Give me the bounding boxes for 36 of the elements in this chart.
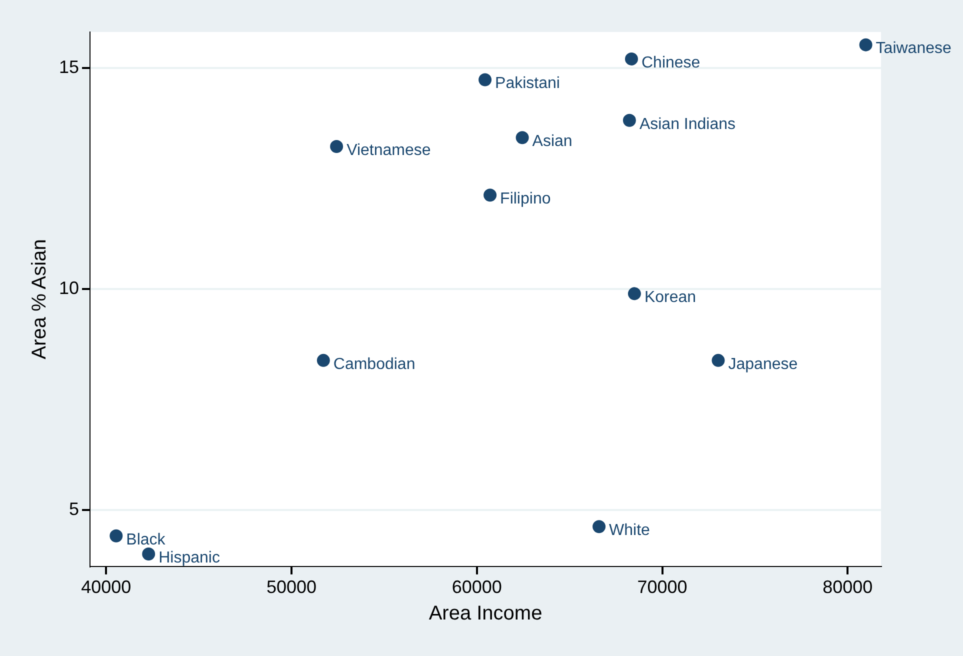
point — [316, 354, 330, 367]
y-tick-label: 5 — [69, 498, 80, 519]
annotation: Taiwanese — [876, 40, 952, 58]
point — [110, 529, 123, 542]
point — [516, 131, 529, 144]
annotation: Vietnamese — [346, 142, 431, 159]
annotation: Hispanic — [158, 549, 220, 566]
y-axis-title: Area % Asian — [28, 239, 51, 360]
point — [592, 520, 606, 534]
annotation: Pakistani — [495, 75, 560, 92]
annotation: Asian — [532, 133, 572, 150]
annotation: Chinese — [641, 54, 700, 72]
annotation: Cambodian — [333, 356, 416, 373]
x-tick-label: 80000 — [822, 577, 873, 598]
point — [142, 548, 156, 561]
y-tick-label: 15 — [58, 56, 80, 77]
point — [484, 188, 497, 202]
annotation: White — [609, 522, 650, 540]
point — [859, 38, 872, 52]
x-tick-label: 70000 — [637, 577, 688, 598]
annotation: Black — [126, 531, 166, 548]
x-tick-label: 60000 — [452, 577, 502, 598]
point — [712, 354, 725, 367]
x-axis-title: Area Income — [428, 602, 542, 625]
annotation: Filipino — [500, 190, 551, 208]
point — [478, 73, 492, 86]
y-tick-label: 10 — [58, 278, 80, 298]
point — [330, 140, 344, 153]
point — [622, 114, 636, 127]
x-tick-label: 50000 — [266, 577, 317, 598]
x-tick-label: 40000 — [81, 577, 132, 598]
annotation: Japanese — [728, 356, 798, 373]
annotation: Korean — [644, 289, 696, 306]
point — [624, 52, 638, 66]
annotation: Asian Indians — [639, 116, 736, 133]
point — [628, 287, 641, 300]
